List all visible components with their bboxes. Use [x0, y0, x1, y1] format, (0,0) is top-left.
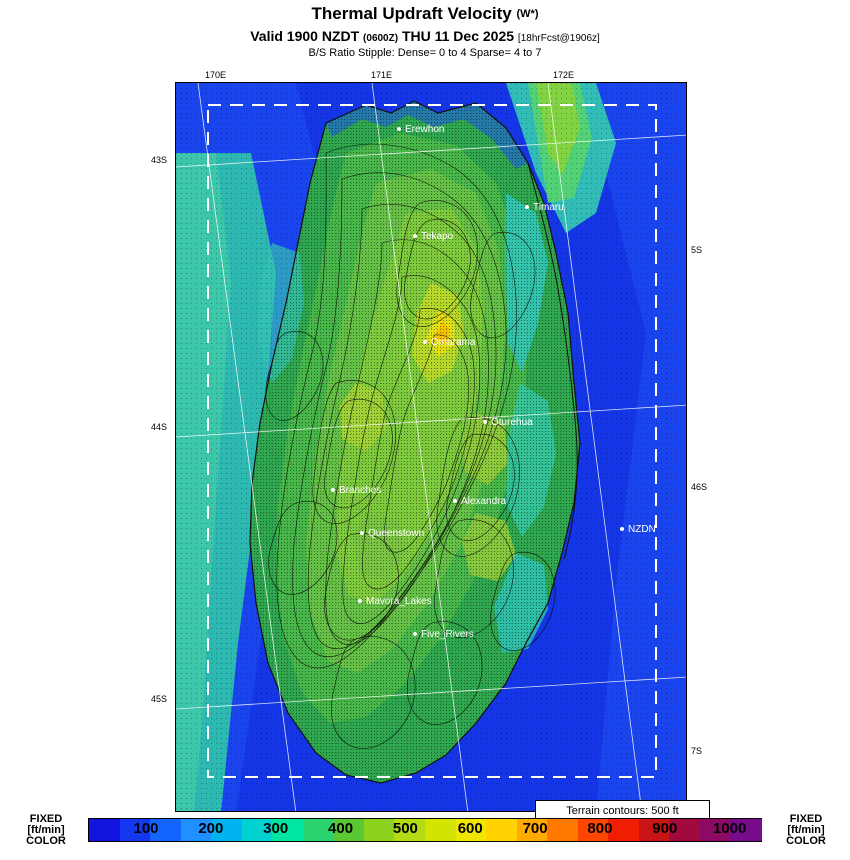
colorbar-tick: 600: [457, 820, 483, 837]
city-label: Five_Rivers: [413, 629, 474, 640]
colorbar-segment: [425, 819, 457, 841]
colorbar-right-fixed: FIXED: [789, 813, 823, 825]
city-name: Mavora_Lakes: [366, 596, 432, 607]
lat-label: 7S: [691, 746, 703, 756]
forecast-hour: [18hrFcst@1906z]: [517, 33, 600, 44]
colorbar-tick: 300: [263, 820, 289, 837]
city-name: Five_Rivers: [421, 629, 474, 640]
title-text: Thermal Updraft Velocity: [311, 4, 512, 23]
lon-label: 171E: [371, 70, 393, 80]
city-name: Queenstown: [368, 528, 425, 539]
colorbar-gradient: [88, 818, 762, 842]
colorbar-segment: [241, 819, 273, 841]
colorbar-segment: [730, 819, 762, 841]
city-marker-dot: [483, 420, 487, 424]
valid-utc: (0600Z): [363, 33, 399, 44]
colorbar-segment: [89, 819, 121, 841]
bs-ratio-line: B/S Ratio Stipple: Dense= 0 to 4 Sparse=…: [308, 47, 542, 59]
city-name: Omarama: [431, 337, 476, 348]
colorbar-segment: [302, 819, 334, 841]
city-label: Branches: [331, 485, 382, 496]
colorbar-tick: 1000: [712, 820, 747, 837]
lon-label: 172E: [553, 70, 575, 80]
valid-line: Valid 1900 NZDT (0600Z) THU 11 Dec 2025 …: [0, 28, 850, 44]
colorbar-segment: [547, 819, 579, 841]
colorbar-segment: [211, 819, 243, 841]
lat-label: 5S: [691, 245, 703, 255]
colorbar-segment: [608, 819, 640, 841]
city-name: Erewhon: [405, 124, 445, 135]
colorbar-left-units: [ft/min]: [27, 824, 65, 836]
colorbar-segment: [455, 819, 487, 841]
colorbar-segment: [486, 819, 518, 841]
map-frame[interactable]: Erewhon Timaru Tekapo Omarama Oturehua B…: [175, 82, 687, 812]
lat-label: 44S: [151, 422, 168, 432]
colorbar-tick: 800: [587, 820, 613, 837]
title-units: (W*): [516, 8, 539, 20]
colorbar-tick: 100: [133, 820, 159, 837]
city-marker-dot: [525, 205, 529, 209]
colorbar-segment: [394, 819, 426, 841]
colorbar-segment: [180, 819, 212, 841]
city-marker-dot: [331, 488, 335, 492]
valid-time: Valid 1900 NZDT: [250, 28, 360, 44]
city-marker-dot: [453, 499, 457, 503]
city-name: Alexandra: [461, 496, 507, 507]
page-title: Thermal Updraft Velocity (W*): [0, 4, 850, 24]
map-container[interactable]: Erewhon Timaru Tekapo Omarama Oturehua B…: [151, 70, 710, 828]
city-name: NZDN: [628, 524, 656, 535]
colorbar-tick: 700: [522, 820, 548, 837]
header: Thermal Updraft Velocity (W*) Valid 1900…: [0, 0, 850, 59]
city-label: Alexandra: [453, 496, 507, 507]
city-marker-dot: [423, 340, 427, 344]
city-marker-dot: [620, 527, 624, 531]
colorbar: FIXED [ft/min] COLOR FIXED [ft/min] COLO…: [0, 814, 850, 860]
city-name: Timaru: [533, 202, 564, 213]
colorbar-left-color: COLOR: [26, 835, 66, 847]
lat-label: 43S: [151, 155, 168, 165]
map-render: [176, 83, 686, 811]
city-label: Tekapo: [413, 231, 454, 242]
colorbar-tick: 400: [328, 820, 354, 837]
lat-label: 46S: [691, 482, 708, 492]
colorbar-segment: [363, 819, 396, 841]
city-label: NZDN: [620, 524, 656, 535]
lon-label: 170E: [205, 70, 227, 80]
colorbar-segment: [669, 819, 701, 841]
city-marker-dot: [358, 599, 362, 603]
colorbar-tick: 900: [652, 820, 678, 837]
city-name: Branches: [339, 485, 382, 496]
city-marker-dot: [413, 234, 417, 238]
city-marker-dot: [360, 531, 364, 535]
city-label: Mavora_Lakes: [358, 596, 432, 607]
city-name: Oturehua: [491, 417, 533, 428]
colorbar-tick: 500: [392, 820, 418, 837]
colorbar-left-fixed: FIXED: [29, 813, 63, 825]
colorbar-right-units: [ft/min]: [787, 824, 825, 836]
colorbar-right-color: COLOR: [786, 835, 826, 847]
city-marker-dot: [413, 632, 417, 636]
colorbar-left-labels: FIXED [ft/min] COLOR: [8, 814, 84, 847]
colorbar-segment: [333, 819, 365, 841]
city-label: Erewhon: [397, 124, 445, 135]
city-label: Oturehua: [483, 417, 533, 428]
city-label: Timaru: [525, 202, 564, 213]
colorbar-segment: [638, 819, 670, 841]
colorbar-segment: [150, 819, 182, 841]
valid-date: THU 11 Dec 2025: [401, 28, 515, 44]
terrain-contour-legend: Terrain contours: 500 ft: [535, 800, 710, 821]
colorbar-segment: [119, 819, 151, 841]
lat-label: 45S: [151, 694, 168, 704]
city-marker-dot: [397, 127, 401, 131]
colorbar-segment: [577, 819, 609, 841]
colorbar-segment: [699, 819, 732, 841]
colorbar-right-labels: FIXED [ft/min] COLOR: [768, 814, 844, 847]
city-label: Queenstown: [360, 528, 425, 539]
colorbar-segment: [272, 819, 304, 841]
colorbar-segment: [516, 819, 548, 841]
city-name: Tekapo: [421, 231, 454, 242]
city-label: Omarama: [423, 337, 476, 348]
colorbar-tick: 200: [198, 820, 224, 837]
